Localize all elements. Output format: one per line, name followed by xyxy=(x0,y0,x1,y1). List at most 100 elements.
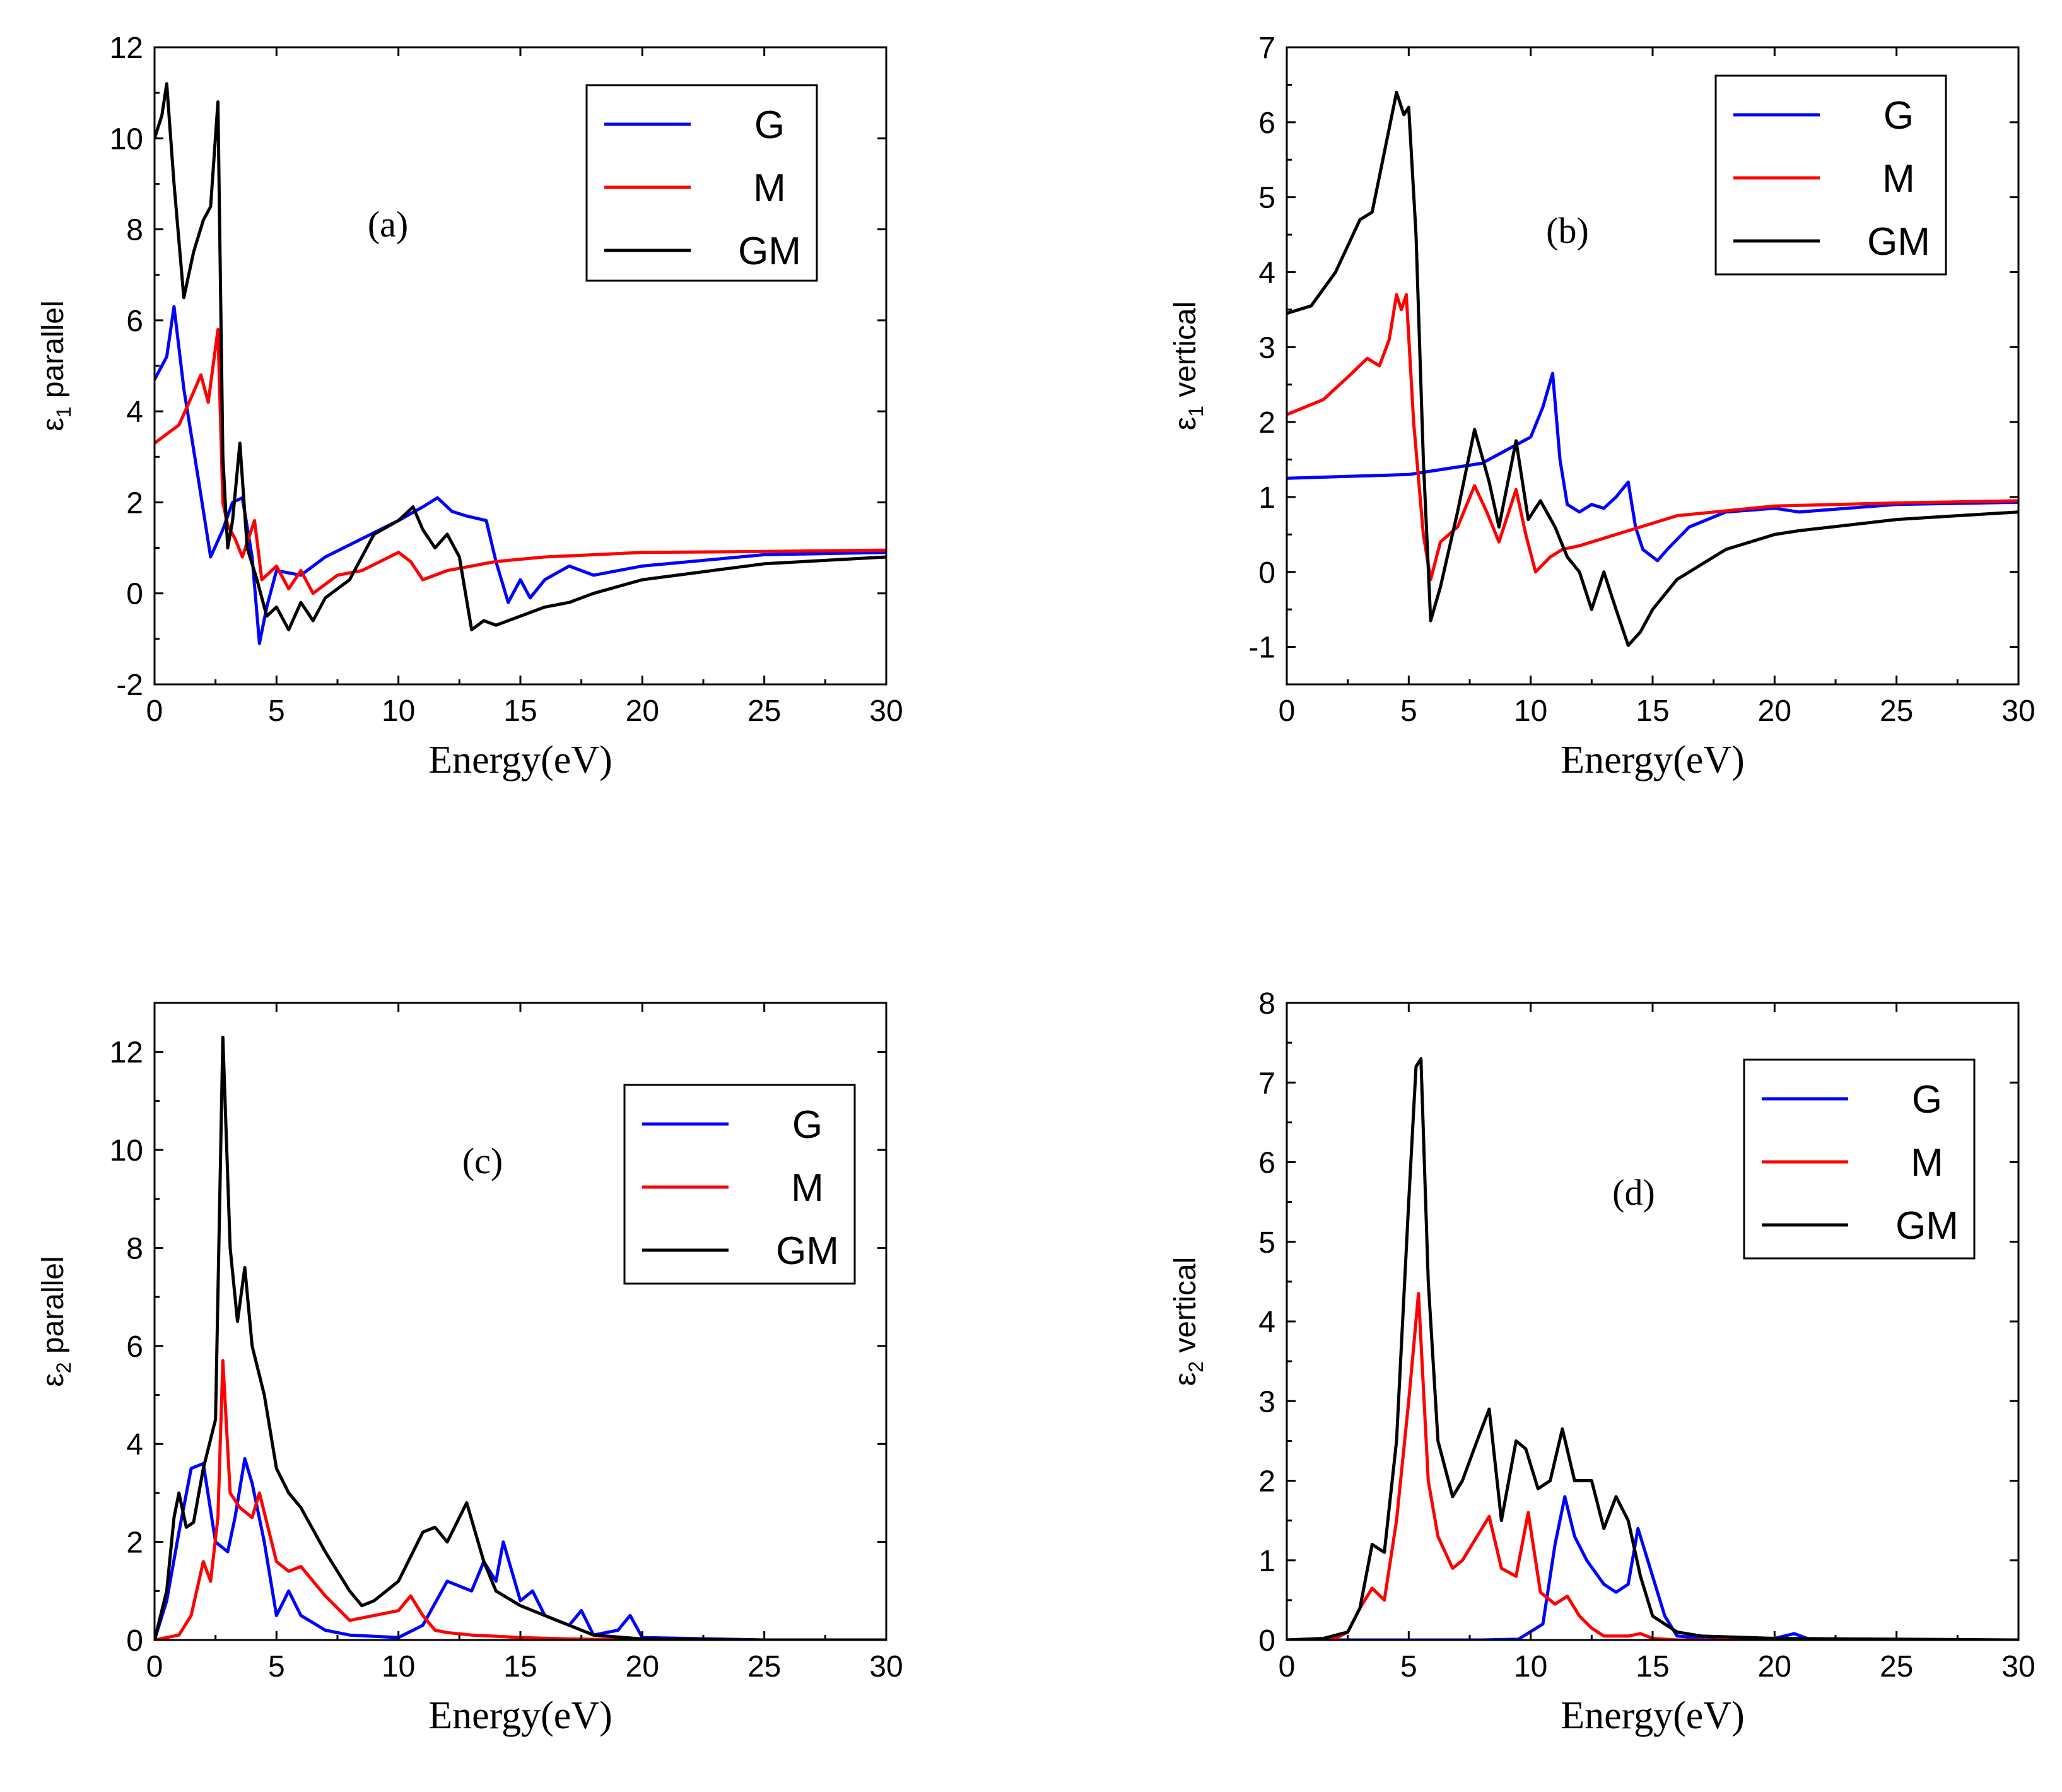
y-tick-label: 5 xyxy=(1258,182,1275,215)
y-tick-label: 0 xyxy=(1258,1624,1275,1658)
y-tick-label: 6 xyxy=(126,305,143,338)
y-tick-label: 6 xyxy=(126,1330,143,1364)
legend-label-gm: GM xyxy=(1867,220,1930,264)
x-tick-label: 0 xyxy=(146,1650,163,1684)
x-axis-label: Energy(eV) xyxy=(1561,1694,1745,1737)
x-tick-label: 30 xyxy=(869,1650,903,1684)
y-axis-label: ε2 vertical xyxy=(1169,1257,1207,1386)
x-tick-label: 10 xyxy=(382,1650,415,1684)
series-line-gm xyxy=(155,1035,886,1640)
y-tick-label: 12 xyxy=(110,32,143,65)
series-line-g xyxy=(1287,372,2018,563)
x-tick-label: 5 xyxy=(268,694,285,728)
series-line-m xyxy=(1287,293,2018,582)
x-tick-label: 10 xyxy=(1514,694,1547,728)
x-axis-label: Energy(eV) xyxy=(428,739,612,782)
x-tick-label: 25 xyxy=(1880,694,1913,728)
panel-label: (a) xyxy=(368,204,408,245)
legend-label-g: G xyxy=(792,1103,823,1147)
x-tick-label: 15 xyxy=(503,1650,537,1684)
legend-label-m: M xyxy=(791,1166,824,1210)
legend-label-gm: GM xyxy=(738,230,801,273)
legend: GM GM xyxy=(623,1084,856,1285)
y-tick-label: 12 xyxy=(110,1036,143,1070)
y-tick-label: 0 xyxy=(126,1624,143,1658)
y-tick-label: -1 xyxy=(1248,631,1275,665)
y-tick-label: 0 xyxy=(126,578,143,611)
y-tick-label: 2 xyxy=(126,486,143,520)
x-tick-label: 5 xyxy=(1400,694,1417,728)
series-line-gm xyxy=(1287,90,2018,647)
x-tick-label: 20 xyxy=(626,694,659,728)
x-tick-label: 5 xyxy=(268,1650,285,1684)
x-tick-label: 5 xyxy=(1400,1650,1417,1684)
y-tick-label: 8 xyxy=(1258,987,1275,1021)
y-axis-label-symbol: ε xyxy=(37,418,70,431)
y-tick-label: 8 xyxy=(126,214,143,247)
y-tick-label: 0 xyxy=(1258,556,1275,590)
series-line-g xyxy=(155,305,886,645)
y-tick-label: 3 xyxy=(1258,331,1275,365)
x-axis-label: Energy(eV) xyxy=(1561,739,1745,782)
y-axis-label-subscript: 1 xyxy=(1185,406,1207,417)
y-tick-label: 8 xyxy=(126,1232,143,1265)
y-tick-label: 10 xyxy=(110,122,143,156)
series-line-m xyxy=(1287,1292,2018,1640)
y-tick-label: 2 xyxy=(1258,1465,1275,1499)
y-axis-label-symbol: ε xyxy=(1169,1373,1202,1386)
y-tick-label: 7 xyxy=(1258,32,1275,65)
y-tick-label: 5 xyxy=(1258,1226,1275,1260)
legend-label-m: M xyxy=(1911,1141,1943,1185)
legend: GM GM xyxy=(585,84,818,282)
y-tick-label: 3 xyxy=(1258,1385,1275,1419)
y-tick-label: 4 xyxy=(1258,1306,1275,1339)
legend-label-gm: GM xyxy=(1895,1204,1959,1248)
x-tick-label: 25 xyxy=(747,1650,781,1684)
y-tick-label: 1 xyxy=(1258,481,1275,515)
legend-box xyxy=(585,84,818,282)
x-tick-label: 0 xyxy=(146,694,163,728)
legend: GM GM xyxy=(1743,1058,1976,1260)
series-line-g xyxy=(155,1457,886,1640)
series-line-gm xyxy=(155,82,886,631)
x-tick-label: 20 xyxy=(626,1650,659,1684)
panel-label: (b) xyxy=(1546,210,1589,251)
y-axis-label: ε2 parallel xyxy=(37,1256,75,1386)
y-tick-label: 4 xyxy=(1258,256,1275,290)
legend-label-m: M xyxy=(1882,157,1915,201)
y-axis-label-text: parallel xyxy=(37,1256,70,1362)
x-tick-label: 15 xyxy=(1636,1650,1669,1684)
x-tick-label: 20 xyxy=(1758,1650,1791,1684)
legend-label-g: G xyxy=(1912,1078,1942,1121)
y-axis-label-subscript: 1 xyxy=(52,406,75,418)
y-tick-label: 10 xyxy=(110,1134,143,1168)
legend-label-g: G xyxy=(754,103,785,147)
y-tick-label: 7 xyxy=(1258,1067,1275,1100)
y-axis-label-symbol: ε xyxy=(37,1373,70,1386)
y-axis-label: ε1 parallel xyxy=(37,300,75,431)
x-tick-label: 15 xyxy=(1636,694,1669,728)
y-axis-label-symbol: ε xyxy=(1169,417,1202,430)
x-axis-label: Energy(eV) xyxy=(428,1694,612,1737)
x-tick-label: 0 xyxy=(1279,1650,1296,1684)
y-axis-label-text: parallel xyxy=(37,300,70,406)
y-tick-label: 1 xyxy=(1258,1545,1275,1578)
y-tick-label: 2 xyxy=(126,1526,143,1560)
x-tick-label: 20 xyxy=(1758,694,1791,728)
y-tick-label: 2 xyxy=(1258,406,1275,440)
x-tick-label: 0 xyxy=(1279,694,1296,728)
x-tick-label: 30 xyxy=(2001,694,2035,728)
y-tick-label: 4 xyxy=(126,1428,143,1461)
series-line-gm xyxy=(1287,1057,2018,1640)
y-axis-label-text: vertical xyxy=(1169,1257,1202,1361)
series-line-m xyxy=(155,327,886,595)
x-tick-label: 10 xyxy=(1514,1650,1547,1684)
panel-label: (d) xyxy=(1612,1172,1655,1213)
x-tick-label: 25 xyxy=(747,694,781,728)
x-tick-label: 30 xyxy=(869,694,903,728)
y-axis-label-subscript: 2 xyxy=(52,1362,75,1373)
y-tick-label: 4 xyxy=(126,395,143,429)
